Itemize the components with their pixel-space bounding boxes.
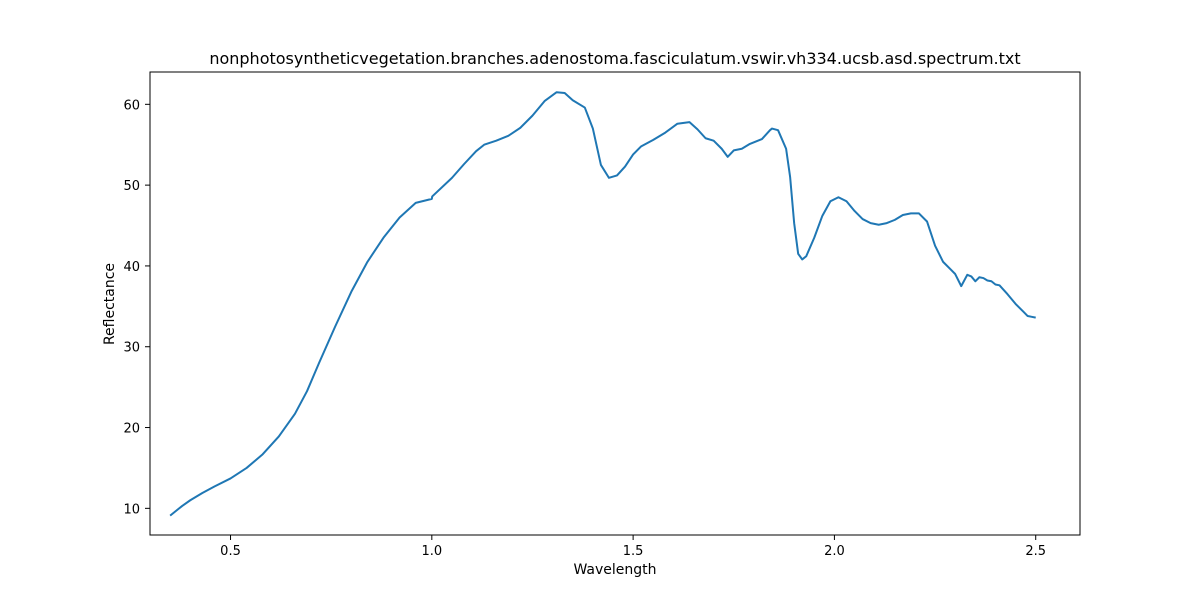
x-tick-label: 1.0 [421, 544, 442, 559]
x-axis: 0.5 1.0 1.5 2.0 2.5 [220, 535, 1046, 559]
x-tick-label: 1.5 [623, 544, 644, 559]
x-tick-label: 0.5 [220, 544, 241, 559]
y-tick-label: 10 [123, 502, 140, 517]
x-tick-label: 2.5 [1025, 544, 1046, 559]
y-tick-label: 40 [123, 260, 140, 275]
y-tick-label: 30 [123, 341, 140, 356]
series-line-1 [169, 91, 1036, 517]
y-tick-label: 60 [123, 98, 140, 113]
y-axis-label: Reflectance [102, 263, 118, 345]
y-tick-label: 20 [123, 422, 140, 437]
plot-area [150, 72, 1080, 535]
series-layer [169, 91, 1036, 517]
x-axis-label: Wavelength [573, 562, 656, 578]
y-axis: 10 20 30 40 50 60 [123, 98, 150, 517]
y-tick-label: 50 [123, 179, 140, 194]
x-tick-label: 2.0 [824, 544, 845, 559]
plot-frame [149, 71, 1081, 536]
chart-title: nonphotosyntheticvegetation.branches.ade… [209, 49, 1020, 68]
